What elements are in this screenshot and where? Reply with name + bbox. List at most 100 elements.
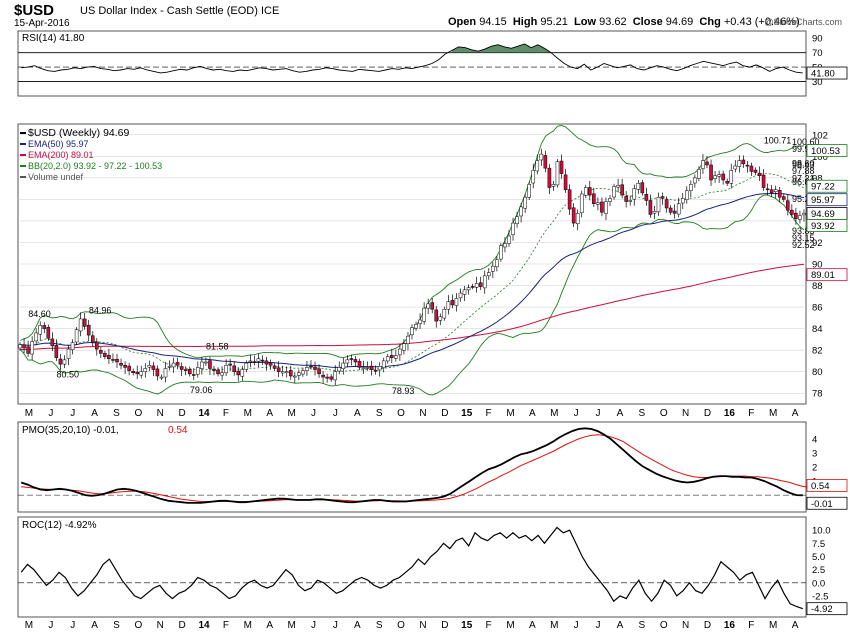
price-annotation-6: 100.71 bbox=[764, 136, 792, 146]
x1-label-30: N bbox=[682, 408, 689, 419]
price-tick-102: 102 bbox=[812, 130, 828, 141]
candle-body bbox=[741, 159, 746, 165]
pmo-frame bbox=[17, 421, 807, 513]
x2-label-9: F bbox=[223, 620, 229, 631]
candle-body bbox=[30, 341, 34, 355]
candle-body bbox=[466, 287, 471, 291]
candle-body bbox=[321, 374, 325, 378]
candle-body bbox=[503, 243, 507, 248]
candle-body bbox=[515, 216, 519, 224]
high-value: 95.21 bbox=[540, 16, 568, 28]
price-tag-5: 89.01 bbox=[811, 270, 835, 281]
candle-body bbox=[131, 371, 135, 374]
close-label: Close bbox=[632, 16, 663, 28]
x1-label-21: F bbox=[486, 408, 492, 419]
x2-label-21: F bbox=[486, 620, 492, 631]
x1-label-2: J bbox=[70, 408, 75, 419]
candle-body bbox=[511, 222, 515, 235]
price-annotation-5: 78.93 bbox=[392, 386, 415, 396]
x2-label-10: M bbox=[244, 620, 252, 631]
rsi-last-tag: 41.80 bbox=[811, 69, 835, 80]
candle-body bbox=[648, 200, 653, 215]
candle-body bbox=[90, 335, 95, 343]
x2-label-31: D bbox=[704, 620, 711, 631]
candle-body bbox=[559, 160, 564, 174]
candle-body bbox=[507, 235, 511, 244]
x1-label-15: A bbox=[354, 408, 361, 419]
candle-body bbox=[159, 376, 164, 379]
x1-label-28: S bbox=[638, 408, 645, 419]
high-label: High bbox=[512, 16, 538, 28]
candle-body bbox=[244, 362, 249, 370]
chart-header: $USD US Dollar Index - Cash Settle (EOD)… bbox=[0, 0, 850, 30]
candle-body bbox=[737, 160, 742, 167]
legend-entry-4: Volume undef bbox=[28, 172, 84, 182]
candle-body bbox=[777, 190, 782, 198]
candle-body bbox=[753, 169, 758, 173]
candle-body bbox=[628, 200, 633, 202]
price-tag-1: 97.22 bbox=[811, 182, 835, 193]
candle-body bbox=[733, 165, 738, 170]
candle-body bbox=[632, 188, 637, 200]
candle-body bbox=[204, 361, 208, 364]
candle-body bbox=[18, 344, 22, 349]
candle-body bbox=[612, 186, 616, 198]
x1-label-29: O bbox=[660, 408, 668, 419]
price-annotation-8: 93.15 bbox=[792, 233, 815, 243]
candle-body bbox=[434, 309, 439, 322]
candle-body bbox=[240, 369, 245, 377]
candle-body bbox=[596, 202, 600, 205]
x2-label-29: O bbox=[660, 620, 668, 631]
rsi-label: RSI(14) 41.80 bbox=[22, 33, 85, 44]
candle-body bbox=[325, 376, 329, 379]
candle-body bbox=[757, 172, 762, 176]
candle-body bbox=[543, 155, 548, 169]
open-label: Open bbox=[448, 16, 477, 28]
candle-body bbox=[608, 198, 612, 202]
legend-entry-0: $USD (Weekly) 94.69 bbox=[28, 127, 130, 139]
candle-body bbox=[656, 196, 661, 213]
roc-tick-1: 0.0 bbox=[812, 578, 825, 589]
price-tag-1-box bbox=[806, 179, 848, 193]
x2-label-3: A bbox=[91, 620, 98, 631]
candle-body bbox=[390, 355, 394, 358]
x2-label-20: 15 bbox=[461, 620, 473, 631]
pmo-value-tag: -0.01 bbox=[811, 499, 833, 510]
legend-entry-1: EMA(50) 95.97 bbox=[28, 139, 89, 149]
candle-body bbox=[729, 170, 734, 184]
bb-middle bbox=[19, 173, 805, 372]
price-tick-98: 98 bbox=[812, 173, 823, 184]
x2-label-8: 14 bbox=[198, 620, 210, 631]
candle-body bbox=[264, 360, 269, 365]
candle-body bbox=[42, 325, 47, 329]
rsi-frame bbox=[17, 30, 807, 97]
price-annotation-7: 97.88 bbox=[792, 166, 815, 176]
x1-label-14: J bbox=[333, 408, 338, 419]
x2-label-34: M bbox=[769, 620, 777, 631]
candle-body bbox=[373, 369, 378, 372]
x1-label-8: 14 bbox=[198, 408, 210, 419]
candle-body bbox=[539, 153, 544, 161]
price-tag-0-box bbox=[806, 144, 848, 158]
open-value: 94.15 bbox=[479, 16, 507, 28]
candle-body bbox=[701, 160, 705, 169]
x2-label-32: 16 bbox=[724, 620, 736, 631]
x2-label-24: M bbox=[550, 620, 558, 631]
candle-body bbox=[725, 181, 729, 184]
candle-body bbox=[171, 362, 176, 368]
price-tick-84: 84 bbox=[812, 324, 823, 335]
candle-body bbox=[95, 341, 99, 350]
candle-body bbox=[54, 344, 59, 358]
candle-body bbox=[280, 371, 285, 374]
roc-label: ROC(12) -4.92% bbox=[22, 520, 97, 531]
candle-body bbox=[414, 324, 418, 329]
candle-body bbox=[284, 371, 289, 373]
legend-entry-3: BB(20,2.0) 93.92 - 97.22 - 100.53 bbox=[28, 161, 162, 171]
pmo-value-tag-box bbox=[806, 496, 848, 510]
candle-body bbox=[58, 358, 63, 365]
rsi-line bbox=[21, 43, 803, 74]
candle-body bbox=[478, 282, 483, 287]
price-tick-86: 86 bbox=[812, 303, 823, 314]
roc-tick-5: 10.0 bbox=[812, 526, 831, 537]
x1-label-26: J bbox=[596, 408, 601, 419]
